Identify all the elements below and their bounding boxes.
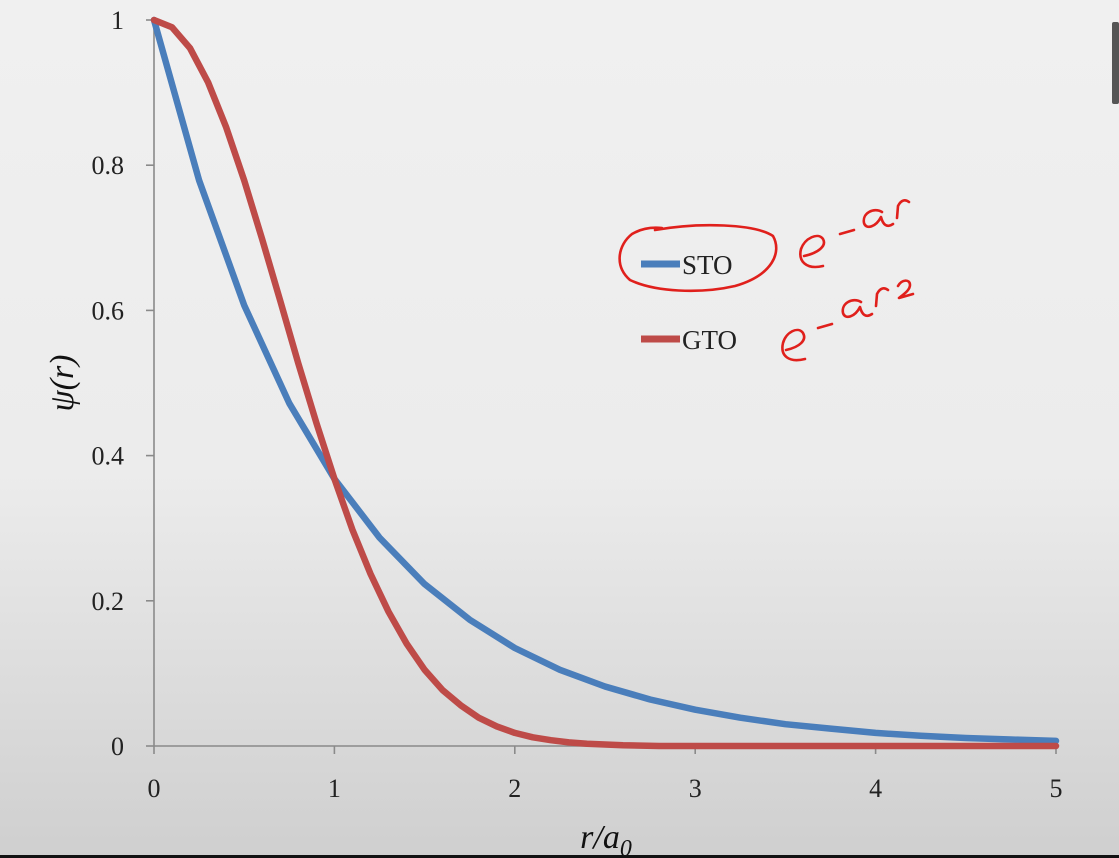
hand-r-1	[895, 199, 911, 220]
legend-item-sto: STO	[641, 250, 733, 280]
hand-alpha-1	[862, 208, 895, 229]
y-tick-label: 0	[111, 732, 124, 761]
x-axis-title-subscript: 0	[620, 836, 632, 858]
hand-alpha-2	[841, 298, 874, 319]
series-layer	[150, 16, 1060, 750]
x-tick-label: 2	[508, 774, 521, 803]
y-tick-label: 0.4	[92, 442, 125, 471]
hand-r-2	[874, 287, 890, 308]
y-axis-title: ψ(r)	[44, 355, 81, 412]
y-tick-label: 0.8	[92, 151, 125, 180]
bottom-edge-bar	[0, 855, 1119, 858]
y-tick-label: 0.2	[92, 587, 125, 616]
hand-letter-e-1	[799, 234, 826, 269]
hand-superscript-2	[896, 279, 915, 300]
series-line-sto	[150, 16, 1060, 745]
x-tick-label: 3	[689, 774, 702, 803]
x-axis-title: r/a0	[580, 819, 632, 858]
legend-label-sto: STO	[682, 250, 733, 280]
series-line-gto	[150, 16, 1060, 750]
hand-minus-2	[816, 322, 834, 330]
y-tick-label: 0.6	[92, 296, 125, 325]
hand-formula-exp-minus-alpha-r-squared	[781, 279, 915, 362]
axes: 0 1 2 3 4 5 0 0.2 0.4 0.6 0.8 1	[92, 6, 1063, 803]
x-axis-title-main: r/a	[580, 819, 620, 856]
y-ticks: 0 0.2 0.4 0.6 0.8 1	[92, 6, 154, 761]
x-ticks: 0 1 2 3 4 5	[148, 746, 1063, 803]
x-tick-label: 4	[869, 774, 882, 803]
scrollbar-thumb[interactable]	[1112, 22, 1119, 104]
legend-label-gto: GTO	[682, 325, 737, 355]
hand-formula-exp-minus-alpha-r	[799, 199, 911, 269]
hand-minus-1	[838, 228, 856, 236]
x-tick-label: 1	[328, 774, 341, 803]
hand-circle-around-sto	[618, 223, 778, 293]
handwritten-annotations	[618, 199, 915, 362]
x-tick-label: 0	[148, 774, 161, 803]
x-tick-label: 5	[1050, 774, 1063, 803]
legend-item-gto: GTO	[641, 325, 737, 355]
y-tick-label: 1	[111, 6, 124, 35]
legend: STO GTO	[641, 250, 737, 355]
hand-letter-e-2	[781, 328, 807, 362]
